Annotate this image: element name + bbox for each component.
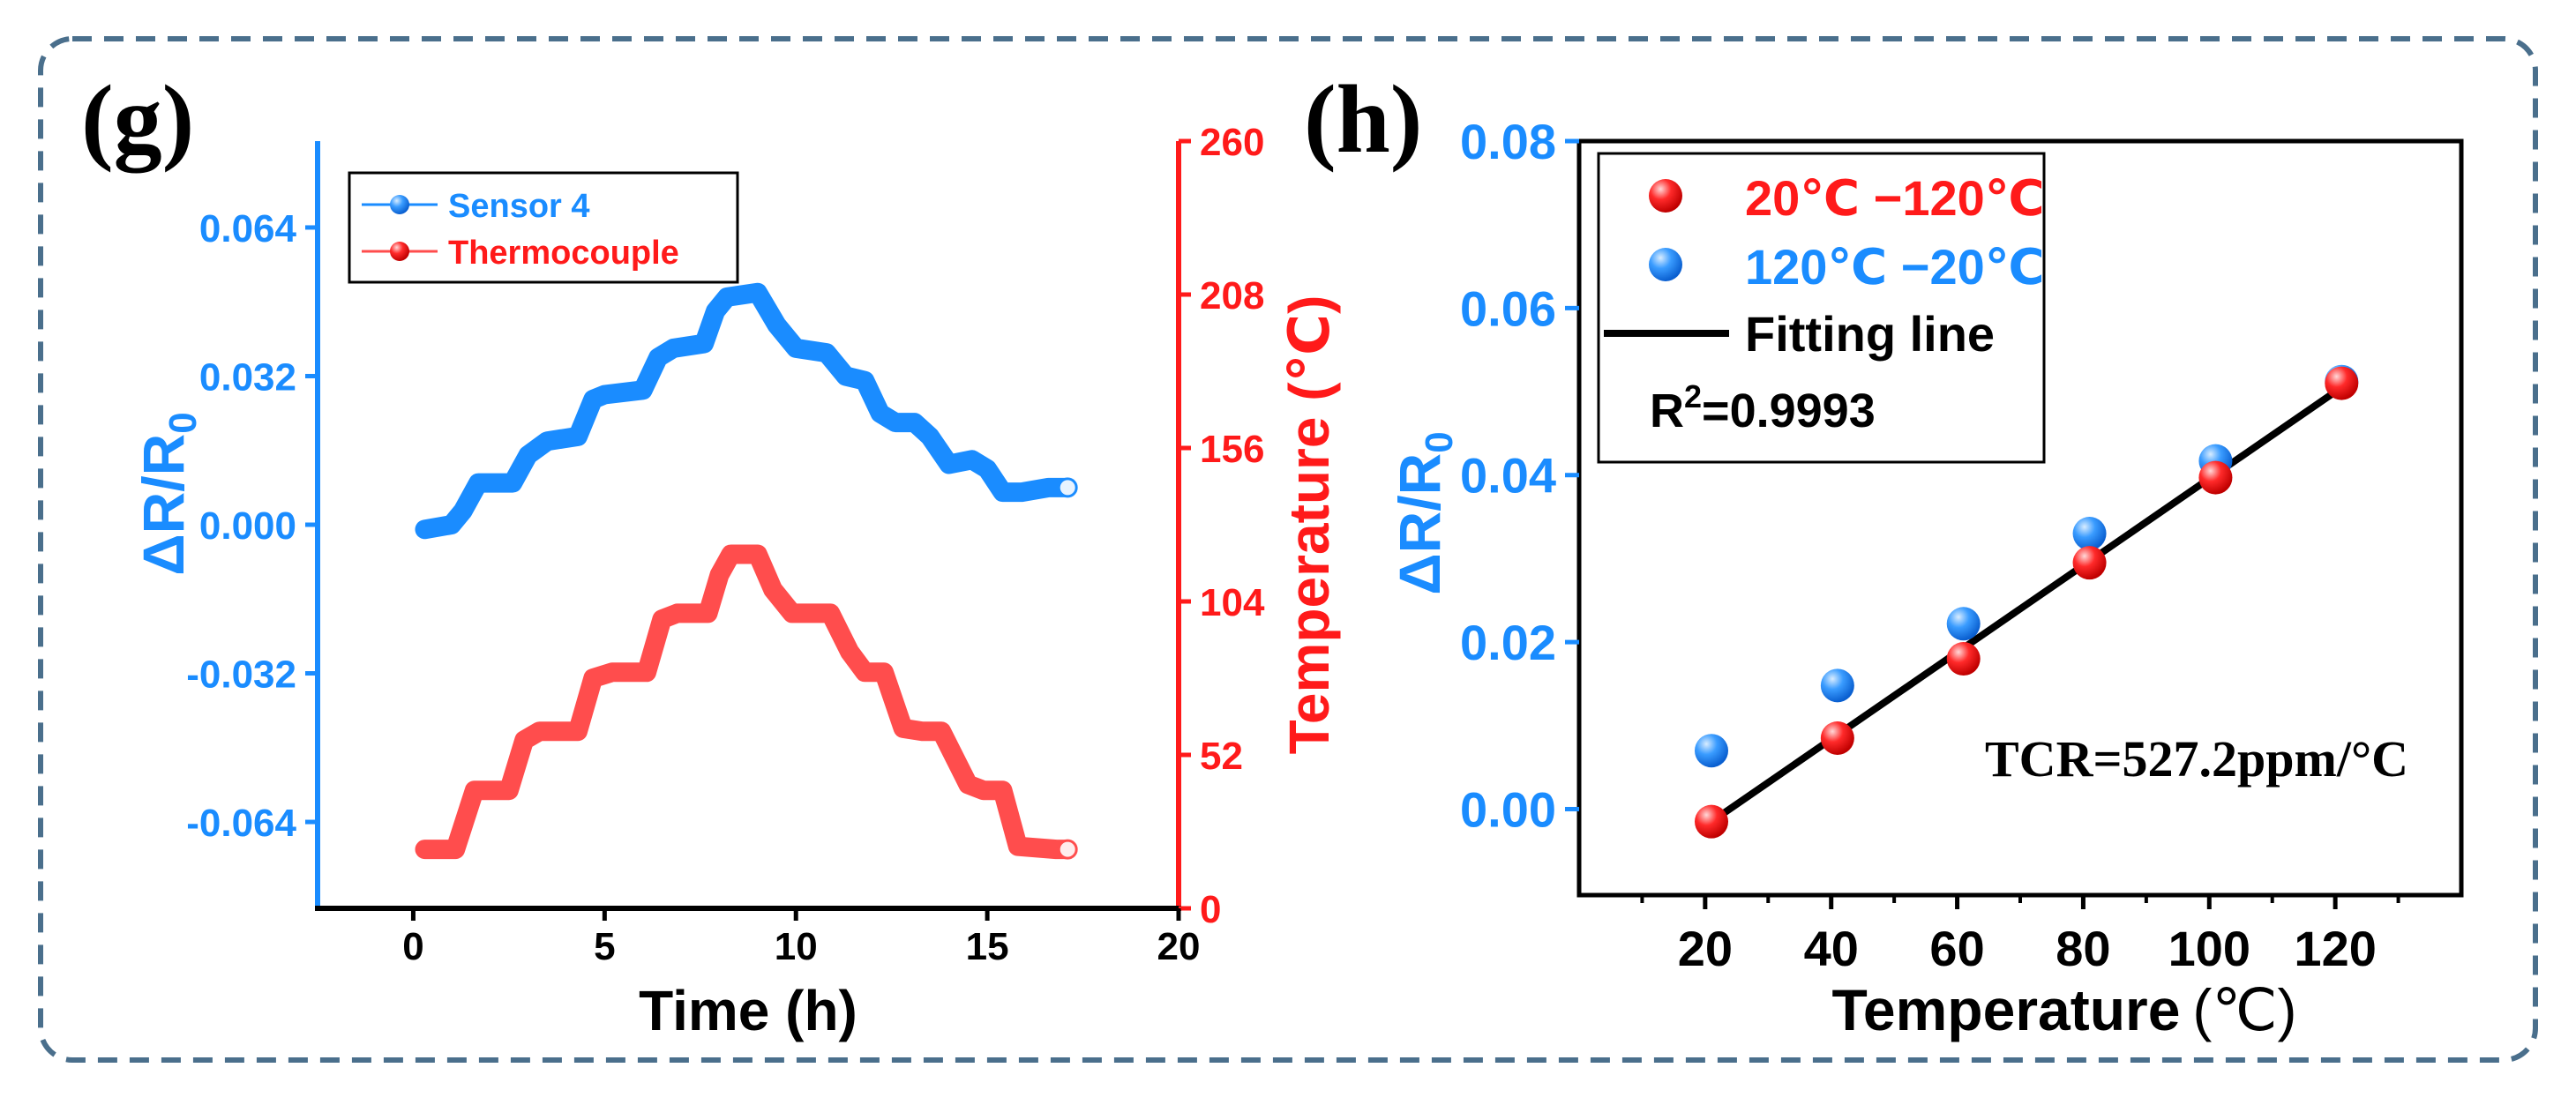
h-legend-down-label: 120℃ −20℃ — [1745, 239, 2045, 295]
h-point-cooling — [1695, 734, 1728, 768]
h-legend-fit-label: Fitting line — [1745, 306, 1995, 362]
h-y-label: ΔR/R0 — [1387, 431, 1461, 595]
g-right-ticks: 260 208 156 104 52 0 — [1179, 121, 1265, 931]
h-x-label: Temperature (℃) — [1832, 977, 2297, 1042]
h-y-tick-label: 0.06 — [1460, 280, 1556, 336]
g-series-thermocouple — [415, 544, 1078, 860]
g-right-tick-label: 104 — [1200, 581, 1265, 624]
g-legend-sensor-label: Sensor 4 — [448, 188, 590, 225]
h-x-tick-label: 20 — [1678, 921, 1733, 976]
h-point-heating — [2325, 366, 2359, 400]
g-left-tick-label: 0.000 — [199, 504, 296, 548]
h-point-cooling — [2072, 517, 2107, 551]
g-right-tick-label: 0 — [1200, 888, 1221, 931]
figure-frame — [38, 36, 2538, 1063]
h-legend-up-label: 20℃ −120℃ — [1745, 170, 2045, 226]
g-x-tick-label: 0 — [402, 925, 423, 968]
g-series-end-marker — [1057, 477, 1078, 498]
h-point-cooling — [1946, 607, 1981, 641]
h-x-tick-label: 100 — [2168, 921, 2250, 976]
panel-g-letter: (g) — [81, 65, 194, 173]
g-series-sensor-4 — [415, 282, 1078, 540]
h-x-tick-label: 120 — [2294, 921, 2376, 976]
g-x-label: Time (h) — [639, 979, 857, 1042]
h-legend-marker-down — [1649, 248, 1682, 281]
h-point-heating — [2198, 460, 2233, 495]
g-left-tick-label: -0.032 — [186, 653, 296, 697]
h-y-tick-label: 0.08 — [1460, 114, 1556, 169]
h-y-ticks: 0.08 0.06 0.04 0.02 0.00 — [1460, 114, 1579, 837]
h-y-tick-label: 0.00 — [1460, 781, 1556, 837]
g-right-tick-label: 208 — [1200, 274, 1264, 317]
h-point-heating — [1695, 804, 1728, 839]
g-x-tick-label: 5 — [594, 925, 615, 968]
g-y-left-label: ΔR/R0 — [131, 412, 205, 576]
g-left-tick-label: -0.064 — [186, 802, 296, 845]
g-legend-box — [348, 171, 739, 284]
h-x-tick-label: 60 — [1929, 921, 1984, 976]
g-legend-thermo-label: Thermocouple — [448, 235, 679, 272]
g-legend-marker-thermo — [390, 242, 409, 261]
g-series-group — [415, 282, 1078, 860]
h-x-tick-label: 80 — [2056, 921, 2110, 976]
g-y-right-label: Temperature (℃) — [1277, 295, 1341, 755]
h-tcr-annotation: TCR=527.2ppm/°C — [1985, 730, 2408, 788]
panel-h-letter: (h) — [1304, 65, 1422, 173]
h-y-tick-label: 0.02 — [1460, 615, 1556, 670]
g-right-tick-label: 52 — [1200, 735, 1243, 778]
g-x-ticks: 0 5 10 15 20 — [402, 908, 1200, 968]
h-legend: 20℃ −120℃ 120℃ −20℃ Fitting line R2=0.99… — [1597, 152, 2046, 464]
h-series-group — [1695, 364, 2359, 839]
h-point-heating — [1946, 642, 1981, 676]
h-legend-marker-up — [1649, 179, 1682, 213]
g-right-tick-label: 156 — [1200, 428, 1264, 471]
h-y-tick-label: 0.04 — [1460, 448, 1556, 504]
g-x-tick-label: 20 — [1157, 925, 1201, 968]
h-x-tick-label: 40 — [1804, 921, 1859, 976]
h-fitting-line — [1709, 385, 2344, 825]
g-left-tick-label: 0.032 — [199, 355, 296, 399]
g-legend-marker-sensor — [390, 195, 409, 214]
g-left-ticks: 0.064 0.032 0.000 -0.032 -0.064 — [186, 207, 318, 845]
h-r-squared: R2=0.9993 — [1650, 378, 1876, 437]
g-legend: Sensor 4 Thermocouple — [348, 171, 739, 284]
g-series-end-marker — [1057, 839, 1078, 860]
g-x-tick-label: 15 — [966, 925, 1009, 968]
h-point-heating — [1820, 720, 1854, 755]
h-x-ticks: 20 40 60 80 100 120 — [1640, 895, 2400, 976]
h-point-cooling — [1820, 668, 1854, 703]
panel-h: (h) 0.080.060.040.020.00 20 40 60 80 100 120 … — [1304, 65, 2464, 1042]
g-left-tick-label: 0.064 — [199, 207, 297, 250]
g-right-tick-label: 260 — [1200, 121, 1264, 164]
panel-g: (g) 0.064 0.032 0.000 -0.032 -0.064 260 208 15… — [81, 65, 1341, 1042]
g-x-tick-label: 10 — [775, 925, 818, 968]
h-point-heating — [2072, 546, 2107, 580]
